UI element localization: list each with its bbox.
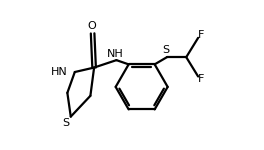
Text: O: O (87, 21, 96, 31)
Text: NH: NH (107, 49, 123, 59)
Text: F: F (198, 74, 204, 84)
Text: S: S (62, 118, 69, 128)
Text: F: F (198, 30, 204, 40)
Text: HN: HN (51, 67, 67, 77)
Text: S: S (162, 45, 169, 55)
